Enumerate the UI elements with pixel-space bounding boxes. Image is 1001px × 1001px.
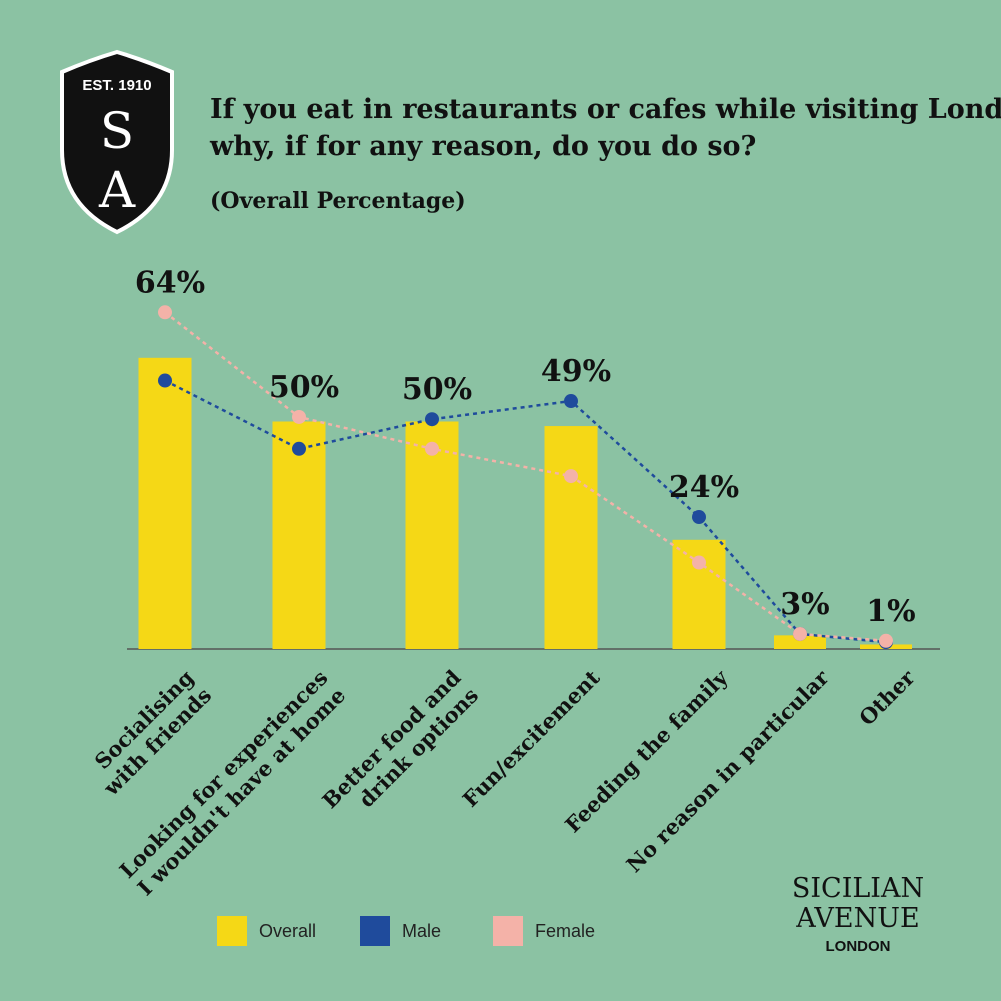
point [158, 373, 172, 388]
data-label: 64% [135, 265, 205, 300]
logo-letter: S [100, 102, 134, 160]
logo-letter: A [98, 161, 136, 219]
bar [405, 421, 459, 649]
legend-label: Overall [259, 921, 316, 941]
bar [774, 635, 826, 649]
point [425, 441, 439, 456]
point [793, 626, 807, 641]
legend-label: Male [402, 921, 441, 941]
point [292, 409, 306, 424]
chart-title: If you eat in restaurants or cafes while… [209, 94, 1001, 162]
logo: EST. 1910 S A [60, 49, 174, 235]
legend-label: Female [535, 921, 595, 941]
brand-name: SICILIAN [792, 873, 924, 904]
data-label: 3% [780, 587, 829, 622]
legend-swatch [493, 916, 523, 946]
point [564, 394, 578, 409]
data-label: 24% [669, 470, 739, 505]
bar [272, 421, 326, 649]
logo-est: EST. 1910 [82, 77, 151, 94]
point [692, 555, 706, 570]
data-label: 50% [269, 370, 339, 405]
point [425, 412, 439, 427]
point [292, 441, 306, 456]
point [158, 305, 172, 320]
point [564, 469, 578, 484]
chart-subtitle: (Overall Percentage) [210, 188, 466, 214]
brand-city: LONDON [826, 938, 891, 955]
bar [544, 426, 598, 649]
data-label: 1% [866, 594, 915, 629]
data-label: 50% [402, 372, 472, 407]
point [692, 510, 706, 525]
brand: SICILIAN AVENUE LONDON [792, 873, 924, 955]
data-label: 49% [541, 354, 611, 389]
bar [138, 357, 192, 649]
brand-name: AVENUE [795, 903, 919, 934]
point [879, 633, 893, 648]
legend-swatch [217, 916, 247, 946]
legend-swatch [360, 916, 390, 946]
